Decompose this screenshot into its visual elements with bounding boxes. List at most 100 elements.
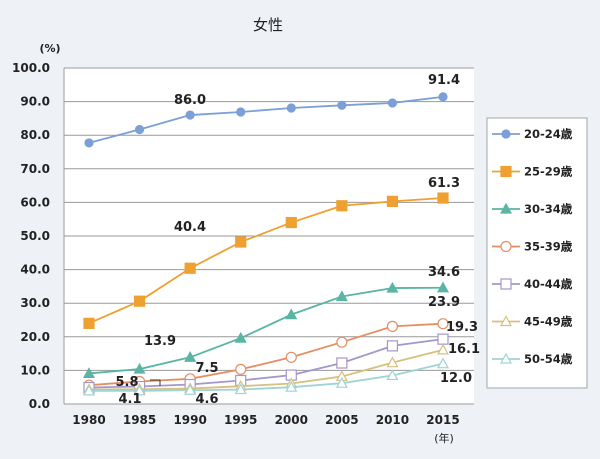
data-point	[234, 383, 247, 395]
data-point	[500, 278, 512, 290]
y-tick-label: 90.0	[20, 95, 50, 109]
series-line	[89, 362, 444, 392]
legend-item: 30-34歳	[492, 202, 573, 216]
x-tick-label: 2000	[275, 413, 308, 427]
legend-item: 45-49歳	[492, 315, 573, 329]
data-point	[133, 384, 146, 396]
data-point	[236, 107, 246, 117]
data-point	[285, 380, 298, 392]
series-line	[88, 349, 444, 391]
data-point	[184, 351, 197, 362]
series-line	[88, 322, 444, 387]
data-point	[337, 100, 347, 110]
x-tick-label: 1985	[123, 413, 156, 427]
data-point	[386, 195, 399, 207]
data-point	[436, 357, 450, 369]
data-point	[387, 98, 398, 108]
data-point	[285, 216, 297, 229]
data-point	[500, 240, 512, 253]
legend-label: 50-54歳	[524, 352, 573, 366]
data-label: 12.0	[440, 371, 472, 386]
data-point	[133, 362, 146, 374]
y-tick-label: 100.0	[12, 61, 50, 75]
legend-item: 25-29歳	[492, 165, 573, 179]
data-point	[386, 320, 399, 332]
x-axis-label: (年)	[434, 431, 454, 445]
legend-label: 25-29歳	[524, 165, 573, 179]
data-point	[82, 367, 96, 379]
data-point	[235, 236, 247, 248]
data-label: 86.0	[174, 93, 206, 108]
legend-item: 40-44歳	[492, 277, 573, 291]
data-label: 61.3	[428, 176, 460, 191]
data-point	[235, 363, 247, 375]
data-label: 40.4	[174, 220, 206, 235]
leader-line	[150, 379, 161, 386]
data-label: 4.1	[118, 392, 141, 407]
data-point	[336, 200, 348, 212]
x-tick-label: 2010	[376, 413, 409, 427]
series-line	[88, 338, 444, 389]
series-50-54歳	[82, 357, 450, 396]
legend-item: 20-24歳	[492, 127, 573, 141]
series-20-24歳	[84, 92, 448, 148]
data-label: 7.5	[195, 361, 218, 376]
data-point	[184, 383, 197, 395]
data-point	[386, 369, 399, 381]
data-label: 34.6	[428, 265, 460, 280]
data-point	[500, 165, 512, 178]
data-point	[84, 138, 94, 148]
legend-item: 35-39歳	[492, 240, 573, 254]
y-tick-label: 0.0	[29, 397, 50, 411]
data-point	[234, 331, 247, 343]
series-25-29歳	[83, 192, 449, 329]
data-point	[335, 290, 348, 302]
series-line	[88, 96, 444, 144]
x-tick-label: 1990	[173, 413, 206, 427]
data-point	[286, 103, 296, 113]
data-point	[336, 357, 348, 369]
data-point	[499, 315, 513, 327]
series-30-34歳	[82, 281, 450, 379]
y-tick-label: 70.0	[20, 162, 50, 176]
data-point	[335, 376, 348, 388]
data-label: 5.8	[115, 375, 138, 390]
y-tick-label: 60.0	[20, 195, 50, 209]
data-point	[437, 192, 449, 204]
y-tick-label: 30.0	[20, 296, 50, 310]
data-point	[133, 295, 146, 307]
legend-item: 50-54歳	[492, 352, 573, 366]
data-label: 19.3	[446, 320, 478, 335]
data-point	[437, 333, 449, 345]
data-label: 16.1	[448, 342, 480, 357]
x-tick-label: 1995	[224, 413, 257, 427]
data-point	[386, 340, 399, 352]
x-tick-label: 2015	[426, 413, 459, 427]
chart-title: 女性	[253, 16, 283, 34]
y-tick-label: 40.0	[20, 263, 50, 277]
data-label: 23.9	[428, 295, 460, 310]
x-tick-label: 2005	[325, 413, 358, 427]
legend-label: 30-34歳	[524, 202, 573, 216]
data-point	[83, 317, 95, 329]
y-axis-label: (%)	[39, 42, 60, 55]
y-tick-label: 50.0	[20, 229, 50, 243]
y-tick-label: 80.0	[20, 128, 50, 142]
data-point	[499, 352, 513, 364]
data-point	[184, 262, 196, 274]
x-tick-label: 1980	[72, 413, 105, 427]
legend-label: 40-44歳	[524, 277, 573, 291]
data-point	[336, 336, 348, 348]
series-line	[88, 197, 444, 325]
data-point	[285, 308, 298, 320]
data-point	[437, 318, 449, 330]
data-label: 4.6	[195, 392, 218, 407]
data-point	[436, 343, 450, 355]
legend-label: 35-39歳	[524, 240, 573, 254]
legend-label: 45-49歳	[524, 315, 573, 329]
data-label: 13.9	[144, 334, 176, 349]
data-point	[285, 351, 297, 363]
data-point	[386, 356, 399, 368]
data-point	[82, 384, 96, 396]
